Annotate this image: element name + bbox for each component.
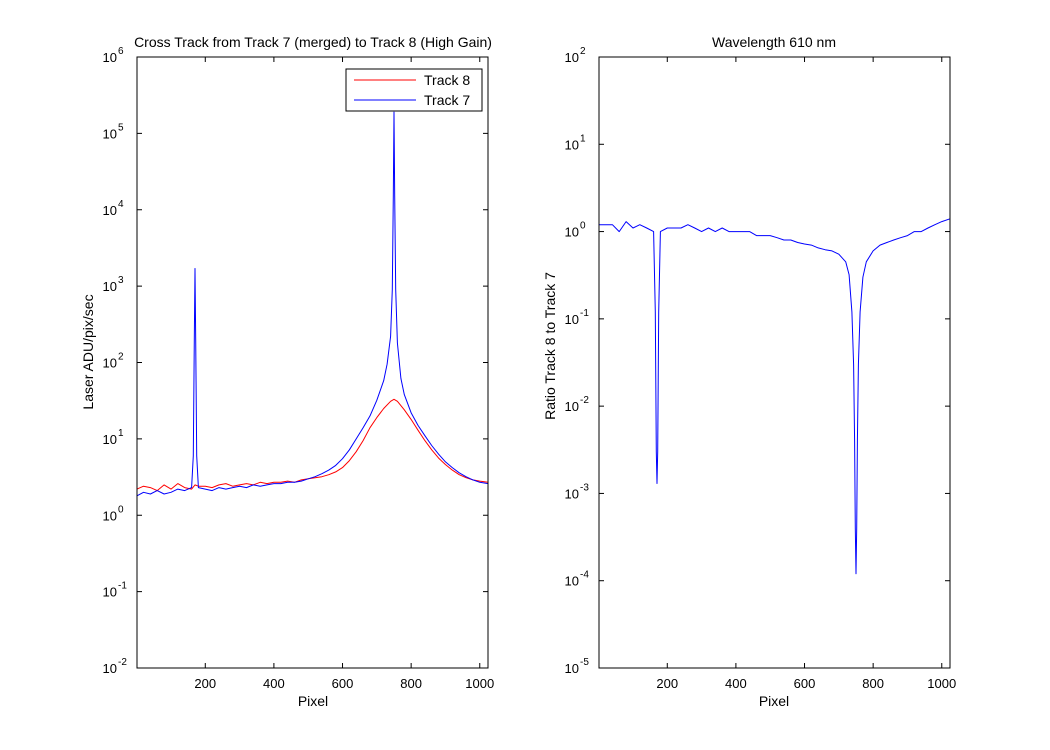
left-xtick-label: 800	[400, 676, 422, 691]
right-ytick-label: 10	[565, 486, 579, 501]
right-ytick-exponent: -2	[580, 395, 589, 406]
right-xtick-label: 600	[794, 676, 816, 691]
left-ytick-label: 10	[103, 432, 117, 447]
left-plot-frame	[136, 56, 489, 669]
right-xtick-label: 200	[656, 676, 678, 691]
right-plot-frame	[598, 56, 951, 669]
right-plot-area	[599, 57, 950, 668]
left-ytick-exponent: 2	[118, 352, 124, 363]
left-ytick-label: 10	[103, 356, 117, 371]
right-ytick-label: 10	[565, 574, 579, 589]
left-plot-area	[137, 57, 488, 668]
left-ytick-exponent: 1	[118, 428, 124, 439]
legend-label-track-8: Track 8	[424, 72, 470, 88]
right-ytick-exponent: -3	[580, 482, 589, 493]
right-ytick-exponent: -5	[580, 657, 589, 668]
right-plot-title: Wavelength 610 nm	[712, 34, 836, 50]
left-xtick-label: 400	[263, 676, 285, 691]
left-ytick-exponent: 0	[118, 504, 124, 515]
right-ytick-label: 10	[565, 399, 579, 414]
left-ytick-exponent: 5	[118, 122, 124, 133]
left-ytick-label: 10	[103, 508, 117, 523]
right-y-axis-label: Ratio Track 8 to Track 7	[542, 272, 558, 420]
right-ytick-label: 10	[565, 50, 579, 65]
right-x-axis-label: Pixel	[759, 693, 789, 709]
left-ytick-exponent: 3	[118, 275, 124, 286]
right-series-ratio-line	[599, 218, 951, 575]
left-series-layer	[136, 111, 489, 497]
right-ytick-exponent: 2	[580, 46, 586, 57]
right-xtick-label: 400	[725, 676, 747, 691]
right-ytick-label: 10	[565, 137, 579, 152]
left-xtick-label: 600	[332, 676, 354, 691]
left-ytick-label: 10	[103, 585, 117, 600]
right-ytick-label: 10	[565, 661, 579, 676]
left-ytick-exponent: 6	[118, 46, 124, 57]
left-ytick-exponent: 4	[118, 199, 124, 210]
legend-box	[345, 68, 483, 112]
legend: Track 8 Track 7	[345, 68, 483, 112]
right-ytick-exponent: -4	[580, 570, 589, 581]
right-ytick-exponent: 1	[580, 133, 586, 144]
left-ytick-label: 10	[103, 661, 117, 676]
left-ytick-label: 10	[103, 279, 117, 294]
left-y-axis-label: Laser ADU/pix/sec	[80, 294, 96, 409]
left-ytick-label: 10	[103, 203, 117, 218]
right-ytick-exponent: -1	[580, 308, 589, 319]
left-x-axis-label: Pixel	[298, 693, 328, 709]
right-series-layer	[599, 218, 951, 575]
left-xtick-label: 1000	[465, 676, 494, 691]
right-ytick-label: 10	[565, 312, 579, 327]
left-ytick-exponent: -1	[118, 581, 127, 592]
left-ytick-exponent: -2	[118, 657, 127, 668]
right-xtick-label: 1000	[927, 676, 956, 691]
legend-label-track-7: Track 7	[424, 92, 470, 108]
left-plot-title: Cross Track from Track 7 (merged) to Tra…	[134, 34, 492, 50]
right-xtick-label: 800	[862, 676, 884, 691]
right-ytick-label: 10	[565, 225, 579, 240]
left-xtick-label: 200	[194, 676, 216, 691]
left-series-track-7-line	[136, 111, 489, 497]
left-plot: Cross Track from Track 7 (merged) to Tra…	[80, 34, 494, 709]
right-ytick-exponent: 0	[580, 221, 586, 232]
left-ytick-label: 10	[103, 126, 117, 141]
left-ytick-label: 10	[103, 50, 117, 65]
